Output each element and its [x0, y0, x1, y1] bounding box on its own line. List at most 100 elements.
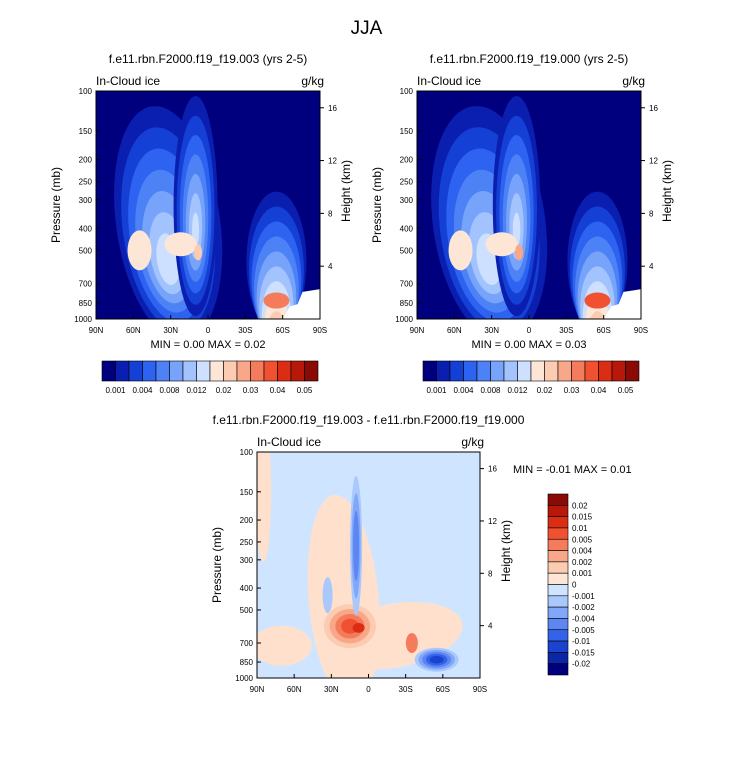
y-axis-label-right: Height (km)	[499, 520, 513, 582]
diff-positive-pole	[257, 452, 272, 562]
x-tick-label: 90N	[250, 685, 265, 694]
height-tick-label: 8	[649, 209, 654, 218]
x-tick-label: 60S	[436, 685, 450, 694]
y-tick-label: 700	[240, 639, 254, 648]
chart-panel-3: f.e11.rbn.F2000.f19_f19.003 - f.e11.rbn.…	[210, 413, 632, 694]
y-tick-label: 850	[400, 299, 414, 308]
colorbar-swatch	[625, 360, 640, 382]
colorbar-swatch	[209, 360, 224, 382]
colorbar-label: 0.004	[572, 547, 593, 556]
colorbar-label: 0.008	[159, 386, 180, 395]
y-tick-label: 300	[240, 556, 254, 565]
colorbar-swatch	[547, 618, 569, 631]
colorbar-swatch	[547, 584, 569, 597]
y-tick-label: 700	[400, 280, 414, 289]
colorbar: 0.001 0.004 0.008 0.012 0.02 0.03 0.04 0.05	[101, 360, 319, 395]
colorbar-swatch	[584, 360, 599, 382]
y-tick-label: 1000	[235, 674, 253, 683]
colorbar-swatch	[449, 360, 464, 382]
y-tick-label: 250	[400, 178, 414, 187]
diff-negative-tower	[353, 510, 360, 581]
colorbar-label: 0.004	[453, 386, 474, 395]
colorbar-swatch	[557, 360, 572, 382]
colorbar-label: -0.01	[572, 637, 591, 646]
x-tick-label: 30N	[484, 326, 499, 335]
topography-mask	[603, 289, 641, 319]
colorbar-label: -0.015	[572, 648, 595, 657]
y-tick-label: 400	[240, 584, 254, 593]
height-tick-label: 16	[649, 104, 658, 113]
colorbar-swatch	[544, 360, 559, 382]
y-tick-label: 500	[400, 246, 414, 255]
colorbar-swatch	[277, 360, 292, 382]
y-tick-label: 700	[79, 280, 93, 289]
colorbar-swatch	[547, 606, 569, 619]
colorbar-swatch	[598, 360, 613, 382]
y-axis-label-right: Height (km)	[660, 160, 674, 222]
height-tick-label: 4	[328, 262, 333, 271]
colorbar-swatch	[547, 629, 569, 642]
diff-positive-south-spot	[405, 632, 418, 653]
colorbar-swatch	[547, 572, 569, 585]
colorbar-swatch	[547, 538, 569, 551]
y-tick-label: 500	[79, 246, 93, 255]
colorbar-swatch	[142, 360, 157, 382]
y-axis-label: Pressure (mb)	[370, 167, 384, 243]
x-tick-label: 30N	[324, 685, 339, 694]
contour-field	[257, 452, 480, 678]
colorbar-swatch	[547, 652, 569, 664]
colorbar: 0.001 0.004 0.008 0.012 0.02 0.03 0.04 0.05	[422, 360, 640, 395]
y-tick-label: 400	[79, 224, 93, 233]
height-tick-label: 4	[488, 622, 493, 631]
colorbar-label: 0.04	[591, 386, 607, 395]
height-tick-label: 12	[649, 157, 658, 166]
units-label: g/kg	[301, 74, 324, 88]
x-tick-label: 90S	[313, 326, 327, 335]
y-tick-label: 200	[240, 516, 254, 525]
colorbar-label: -0.001	[572, 592, 595, 601]
colorbar-label: 0.02	[537, 386, 553, 395]
colorbar-swatch	[547, 493, 569, 506]
colorbar-swatch	[436, 360, 451, 382]
min-max-label: MIN = -0.01 MAX = 0.01	[513, 464, 632, 476]
contour-field	[96, 91, 320, 319]
x-tick-label: 0	[206, 326, 211, 335]
colorbar-swatch	[547, 527, 569, 540]
colorbar-label: -0.004	[572, 614, 595, 623]
panel-title: f.e11.rbn.F2000.f19_f19.000 (yrs 2-5)	[430, 52, 629, 66]
height-tick-label: 16	[488, 465, 497, 474]
colorbar-swatch	[290, 360, 305, 382]
x-tick-label: 60N	[126, 326, 141, 335]
colorbar-swatch	[547, 516, 569, 529]
height-tick-label: 16	[328, 104, 337, 113]
colorbar-label: 0.004	[132, 386, 153, 395]
colorbar-label: 0.012	[186, 386, 207, 395]
x-tick-label: 60N	[287, 685, 302, 694]
x-tick-label: 30N	[163, 326, 178, 335]
colorbar-swatch	[463, 360, 478, 382]
colorbar-swatch	[196, 360, 211, 382]
colorbar-label: 0.015	[572, 513, 593, 522]
y-tick-label: 250	[79, 178, 93, 187]
ice-core-max	[515, 244, 524, 261]
y-tick-label: 400	[400, 224, 414, 233]
ice-south-max	[584, 292, 611, 309]
min-max-label: MIN = 0.00 MAX = 0.03	[472, 339, 587, 351]
y-tick-label: 200	[79, 156, 93, 165]
y-tick-label: 200	[400, 156, 414, 165]
y-tick-label: 150	[400, 127, 414, 136]
y-axis-label: Pressure (mb)	[49, 167, 63, 243]
colorbar-swatch	[263, 360, 278, 382]
colorbar-label: -0.005	[572, 626, 595, 635]
y-tick-label: 300	[79, 196, 93, 205]
colorbar-label: 0.01	[572, 524, 588, 533]
ice-core-tropics	[164, 232, 197, 257]
y-tick-label: 150	[79, 127, 93, 136]
y-tick-label: 150	[240, 488, 254, 497]
y-tick-label: 100	[79, 87, 93, 96]
colorbar-label: 0.001	[426, 386, 447, 395]
colorbar-swatch	[547, 561, 569, 574]
chart-panel-2: f.e11.rbn.F2000.f19_f19.000 (yrs 2-5) In-…	[370, 52, 674, 395]
y-axis-label: Pressure (mb)	[210, 527, 224, 603]
